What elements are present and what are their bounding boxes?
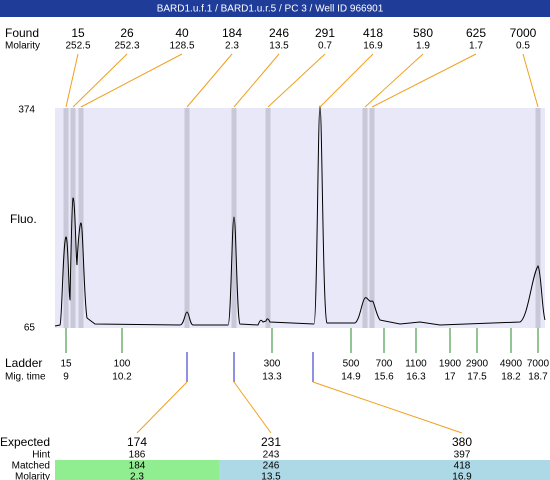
expected-size: 380 [452, 435, 472, 449]
matched-label: Matched [12, 461, 50, 472]
mig-time: 17.5 [467, 372, 487, 383]
mig-time: 16.3 [406, 372, 426, 383]
mig-time: 15.6 [374, 372, 394, 383]
expected-size: 174 [127, 435, 147, 449]
expected-label: Expected [0, 435, 50, 449]
matched: 246 [263, 461, 280, 472]
peak-band [63, 108, 69, 328]
found-link [319, 53, 374, 108]
ladder-size: 15 [60, 359, 72, 370]
matched: 184 [129, 461, 146, 472]
found-size: 26 [120, 26, 134, 40]
found-molarity: 252.3 [114, 41, 139, 52]
expected-link [233, 381, 272, 434]
found-size: 184 [222, 26, 242, 40]
found-size: 15 [71, 26, 85, 40]
mig-time: 10.2 [112, 372, 132, 383]
y-min: 65 [24, 323, 36, 334]
found-molarity: 16.9 [363, 41, 383, 52]
mig-time: 9 [63, 372, 69, 383]
expected-link [136, 381, 188, 434]
found-label: Found [5, 26, 39, 40]
hint: 186 [129, 450, 146, 461]
found-link [65, 53, 79, 108]
found-molarity: 13.5 [269, 41, 289, 52]
found-link [371, 53, 477, 108]
found-link [72, 53, 128, 108]
title: BARD1.u.f.1 / BARD1.u.r.5 / PC 3 / Well … [157, 4, 384, 15]
found-molarity: 252.5 [65, 41, 90, 52]
peak-band [362, 108, 368, 328]
peak-band [184, 108, 190, 328]
found-size: 40 [175, 26, 189, 40]
molarity-label: Molarity [5, 41, 40, 52]
ladder-size: 1900 [439, 359, 462, 370]
expected-size: 231 [261, 435, 281, 449]
y-max: 374 [18, 105, 35, 116]
ladder-label: Ladder [5, 356, 42, 370]
found-link [267, 53, 326, 108]
mig-time-label: Mig. time [5, 372, 46, 383]
found-link [233, 53, 280, 108]
found-size: 291 [315, 26, 335, 40]
hint-label: Hint [32, 450, 50, 461]
mig-time: 17 [444, 372, 456, 383]
ladder-size: 100 [114, 359, 131, 370]
found-size: 246 [269, 26, 289, 40]
found-size: 7000 [510, 26, 537, 40]
found-molarity: 0.7 [318, 41, 332, 52]
matched-molarity: 2.3 [130, 472, 144, 480]
ladder-size: 2900 [466, 359, 489, 370]
ladder-size: 300 [264, 359, 281, 370]
matched-molarity: 13.5 [261, 472, 281, 480]
peak-band [231, 108, 237, 328]
peak-band [369, 108, 375, 328]
plot-area [55, 108, 545, 328]
mig-time: 14.9 [341, 372, 361, 383]
found-link [522, 53, 539, 108]
expected-link [312, 381, 463, 434]
peak-band [535, 108, 541, 328]
peak-band [70, 108, 76, 328]
found-size: 580 [413, 26, 433, 40]
found-link [364, 53, 424, 108]
found-molarity: 0.5 [516, 41, 530, 52]
mig-time: 18.2 [501, 372, 521, 383]
found-molarity: 2.3 [225, 41, 239, 52]
hint: 397 [454, 450, 471, 461]
found-link [186, 53, 233, 108]
found-molarity: 128.5 [169, 41, 194, 52]
peak-band [78, 108, 84, 328]
found-molarity: 1.9 [416, 41, 430, 52]
peak-band [265, 108, 271, 328]
found-link [80, 53, 183, 108]
title-bar [0, 0, 550, 17]
mig-time: 13.3 [262, 372, 282, 383]
y-label: Fluo. [10, 212, 37, 226]
exp-molarity-label: Molarity [15, 472, 50, 480]
ladder-size: 500 [343, 359, 360, 370]
matched: 418 [454, 461, 471, 472]
mig-time: 18.7 [528, 372, 548, 383]
found-size: 625 [466, 26, 486, 40]
found-size: 418 [363, 26, 383, 40]
ladder-size: 7000 [527, 359, 550, 370]
found-molarity: 1.7 [469, 41, 483, 52]
ladder-size: 1100 [405, 359, 427, 370]
ladder-size: 700 [376, 359, 393, 370]
matched-blue [219, 460, 550, 480]
ladder-size: 4900 [500, 359, 523, 370]
trace [54, 105, 546, 327]
matched-molarity: 16.9 [452, 472, 472, 480]
hint: 243 [263, 450, 280, 461]
matched-green [55, 460, 219, 480]
